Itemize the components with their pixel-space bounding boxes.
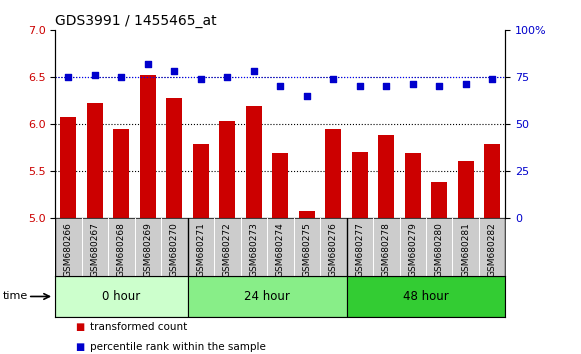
Text: GDS3991 / 1455465_at: GDS3991 / 1455465_at [55, 14, 217, 28]
Bar [166, 98, 182, 218]
Point [64, 74, 73, 80]
Text: GSM680282: GSM680282 [487, 222, 497, 277]
Text: GSM680269: GSM680269 [144, 222, 152, 277]
Point [487, 76, 497, 82]
Bar [485, 144, 500, 218]
Bar [405, 153, 421, 218]
Bar [220, 121, 235, 218]
Text: GSM680270: GSM680270 [170, 222, 179, 277]
Text: GSM680279: GSM680279 [408, 222, 417, 277]
Bar [188, 276, 346, 317]
Bar [458, 161, 474, 218]
Text: 24 hour: 24 hour [244, 290, 290, 303]
Bar [193, 144, 209, 218]
Bar [346, 276, 505, 317]
Text: GSM680273: GSM680273 [249, 222, 259, 277]
Bar [113, 129, 130, 218]
Text: GSM680280: GSM680280 [435, 222, 444, 277]
Text: ■: ■ [76, 342, 85, 352]
Point [435, 84, 444, 89]
Point [329, 76, 338, 82]
Point [382, 84, 391, 89]
Text: GSM680278: GSM680278 [382, 222, 391, 277]
Text: GSM680271: GSM680271 [196, 222, 205, 277]
Text: time: time [3, 291, 28, 302]
Bar [299, 211, 315, 218]
Bar [352, 152, 368, 218]
Text: GSM680281: GSM680281 [461, 222, 470, 277]
Text: GSM680268: GSM680268 [117, 222, 126, 277]
Point [302, 93, 311, 98]
Text: percentile rank within the sample: percentile rank within the sample [90, 342, 266, 352]
Bar [378, 135, 394, 218]
Point [90, 72, 99, 78]
Point [223, 74, 232, 80]
Text: GSM680277: GSM680277 [356, 222, 364, 277]
Bar [431, 182, 447, 218]
Text: ■: ■ [76, 322, 85, 332]
Text: 48 hour: 48 hour [403, 290, 449, 303]
Point [275, 84, 285, 89]
Bar [60, 117, 76, 218]
Text: GSM680267: GSM680267 [91, 222, 99, 277]
Text: GSM680272: GSM680272 [223, 222, 232, 277]
Text: transformed count: transformed count [90, 322, 187, 332]
Text: GSM680275: GSM680275 [302, 222, 311, 277]
Bar [272, 153, 288, 218]
Point [408, 82, 417, 87]
Text: GSM680274: GSM680274 [276, 222, 285, 277]
Bar [246, 106, 262, 218]
Bar [140, 75, 156, 218]
Point [170, 69, 179, 74]
Bar [87, 103, 103, 218]
Point [144, 61, 153, 67]
Text: GSM680276: GSM680276 [329, 222, 338, 277]
Text: 0 hour: 0 hour [102, 290, 141, 303]
Bar [55, 276, 188, 317]
Point [461, 82, 471, 87]
Point [196, 76, 206, 82]
Point [355, 84, 364, 89]
Text: GSM680266: GSM680266 [64, 222, 73, 277]
Bar [325, 129, 341, 218]
Point [117, 74, 126, 80]
Point [249, 69, 259, 74]
